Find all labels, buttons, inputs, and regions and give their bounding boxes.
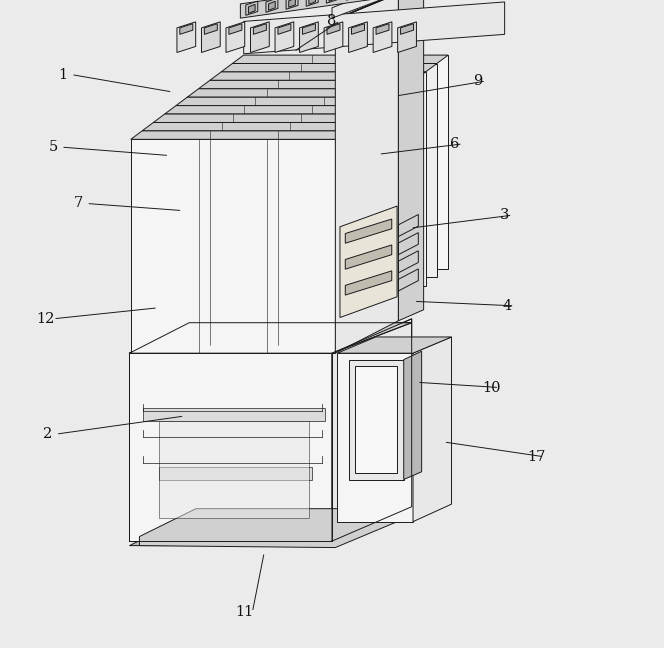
Polygon shape: [206, 323, 279, 353]
Polygon shape: [221, 64, 437, 72]
Text: 8: 8: [327, 14, 337, 28]
Polygon shape: [165, 106, 380, 114]
Polygon shape: [345, 219, 392, 243]
Polygon shape: [226, 22, 245, 52]
Polygon shape: [327, 0, 339, 3]
Polygon shape: [302, 24, 315, 34]
Polygon shape: [337, 337, 452, 353]
Polygon shape: [376, 24, 389, 34]
Text: 5: 5: [48, 140, 58, 154]
Text: 9: 9: [473, 74, 483, 88]
Text: 4: 4: [502, 299, 511, 313]
Polygon shape: [329, 0, 336, 1]
Polygon shape: [201, 22, 220, 52]
Polygon shape: [210, 72, 426, 80]
Polygon shape: [199, 80, 414, 89]
Polygon shape: [299, 22, 318, 52]
Polygon shape: [398, 0, 424, 321]
Polygon shape: [335, 0, 424, 19]
Polygon shape: [232, 55, 448, 64]
Polygon shape: [187, 97, 392, 311]
Polygon shape: [180, 24, 193, 34]
Polygon shape: [254, 24, 266, 34]
Polygon shape: [221, 72, 426, 286]
Polygon shape: [177, 22, 196, 52]
Polygon shape: [373, 22, 392, 52]
Polygon shape: [176, 106, 380, 319]
Polygon shape: [131, 131, 347, 139]
Polygon shape: [244, 55, 448, 269]
Polygon shape: [275, 22, 293, 52]
Polygon shape: [266, 0, 278, 12]
Text: 7: 7: [74, 196, 83, 211]
Polygon shape: [398, 22, 416, 52]
Polygon shape: [309, 0, 315, 5]
Polygon shape: [139, 509, 405, 548]
Polygon shape: [210, 80, 414, 294]
Polygon shape: [355, 366, 397, 473]
Text: 1: 1: [58, 67, 68, 82]
Polygon shape: [165, 114, 369, 328]
Polygon shape: [349, 360, 404, 480]
Polygon shape: [129, 323, 412, 353]
Polygon shape: [176, 97, 392, 106]
Polygon shape: [153, 114, 369, 122]
Polygon shape: [404, 351, 422, 480]
Polygon shape: [413, 337, 452, 522]
Polygon shape: [324, 22, 343, 52]
Polygon shape: [240, 0, 432, 18]
Polygon shape: [286, 0, 298, 9]
Polygon shape: [250, 22, 270, 52]
Polygon shape: [153, 122, 358, 336]
Polygon shape: [268, 1, 275, 10]
Polygon shape: [332, 0, 432, 18]
Polygon shape: [289, 0, 295, 7]
Polygon shape: [398, 251, 418, 273]
Text: 12: 12: [36, 312, 54, 326]
Polygon shape: [229, 24, 242, 34]
Polygon shape: [142, 131, 347, 345]
Polygon shape: [337, 353, 413, 522]
Polygon shape: [400, 24, 414, 34]
Polygon shape: [306, 0, 318, 6]
Polygon shape: [398, 214, 418, 237]
Polygon shape: [142, 122, 358, 131]
Polygon shape: [232, 64, 437, 277]
Polygon shape: [205, 24, 217, 34]
Text: 2: 2: [43, 427, 52, 441]
Polygon shape: [199, 89, 403, 303]
Polygon shape: [244, 2, 505, 54]
Text: 11: 11: [235, 605, 254, 619]
Polygon shape: [335, 0, 398, 353]
Polygon shape: [143, 408, 325, 421]
Text: 10: 10: [482, 380, 501, 395]
Polygon shape: [345, 271, 392, 295]
Polygon shape: [187, 89, 403, 97]
Polygon shape: [327, 24, 340, 34]
Polygon shape: [345, 245, 392, 269]
Polygon shape: [349, 22, 367, 52]
Polygon shape: [398, 233, 418, 255]
Polygon shape: [332, 319, 412, 541]
Polygon shape: [129, 353, 332, 541]
Polygon shape: [398, 269, 418, 291]
Text: 6: 6: [450, 137, 459, 151]
Polygon shape: [340, 206, 397, 318]
Polygon shape: [159, 421, 309, 518]
Polygon shape: [246, 1, 258, 16]
Polygon shape: [159, 467, 312, 480]
Text: 3: 3: [500, 208, 509, 222]
Polygon shape: [129, 515, 332, 546]
Polygon shape: [351, 24, 365, 34]
Polygon shape: [248, 5, 255, 14]
Text: 17: 17: [527, 450, 546, 464]
Polygon shape: [278, 24, 291, 34]
Polygon shape: [131, 139, 335, 353]
